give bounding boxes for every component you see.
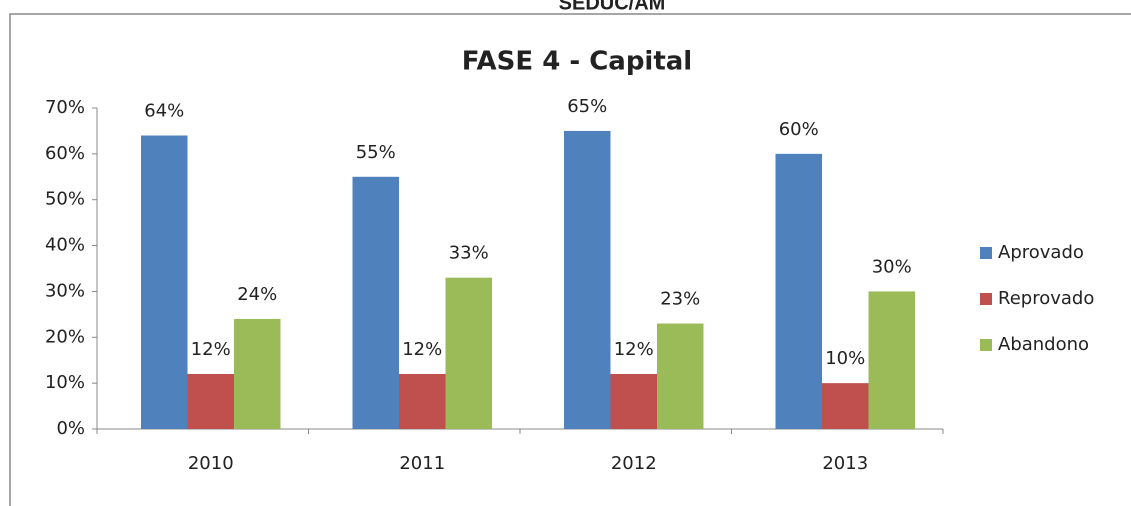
y-tick-label: 10%	[45, 372, 85, 393]
chart-title: FASE 4 - Capital	[462, 47, 692, 77]
x-tick-label: 2012	[611, 453, 657, 474]
bar	[141, 135, 188, 429]
data-label: 65%	[567, 96, 607, 117]
legend-label: Aprovado	[998, 242, 1084, 263]
legend-swatch	[980, 339, 992, 351]
legend-label: Abandono	[998, 334, 1089, 355]
legend-swatch	[980, 293, 992, 305]
data-label: 10%	[825, 348, 865, 369]
x-tick-label: 2010	[188, 453, 234, 474]
bar	[775, 153, 822, 429]
bar	[187, 373, 234, 429]
legend-swatch	[980, 247, 992, 259]
data-label: 30%	[872, 256, 912, 277]
legend-label: Reprovado	[998, 288, 1094, 309]
x-tick-label: 2011	[399, 453, 445, 474]
y-tick-label: 60%	[45, 143, 85, 164]
bar	[564, 130, 611, 429]
bar	[399, 373, 446, 429]
bar	[868, 291, 915, 429]
bar	[610, 373, 657, 429]
x-tick-label: 2013	[822, 453, 868, 474]
bar	[445, 277, 492, 429]
header-text: SEDUC/AM	[559, 0, 666, 14]
data-label: 60%	[779, 119, 819, 140]
bar	[657, 323, 704, 429]
y-tick-label: 0%	[56, 418, 85, 439]
data-label: 12%	[191, 339, 231, 360]
data-label: 23%	[660, 289, 700, 310]
bar	[234, 318, 281, 429]
y-tick-label: 50%	[45, 189, 85, 210]
y-tick-label: 40%	[45, 235, 85, 256]
bar	[822, 383, 869, 429]
data-label: 24%	[237, 284, 277, 305]
y-tick-label: 20%	[45, 326, 85, 347]
y-tick-label: 30%	[45, 280, 85, 301]
data-label: 12%	[402, 339, 442, 360]
data-label: 12%	[614, 339, 654, 360]
y-tick-label: 70%	[45, 97, 85, 118]
bar	[352, 176, 399, 429]
data-label: 33%	[449, 243, 489, 264]
data-label: 55%	[356, 142, 396, 163]
chart-frame	[9, 13, 1131, 506]
data-label: 64%	[144, 101, 184, 122]
